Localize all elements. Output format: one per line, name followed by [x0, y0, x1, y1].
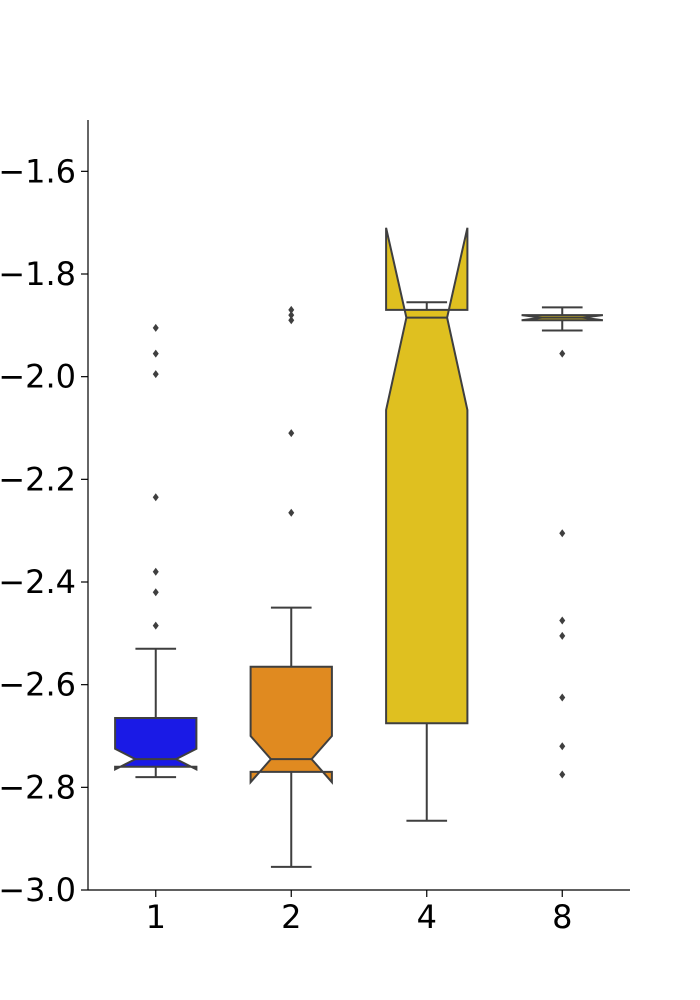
- y-tick-label: −2.4: [0, 563, 76, 601]
- y-tick-label: −1.8: [0, 255, 76, 293]
- outlier-point: [559, 693, 566, 702]
- outlier-point: [288, 305, 295, 314]
- outlier-point: [152, 588, 159, 597]
- y-tick-label: −3.0: [0, 871, 76, 909]
- outlier-point: [152, 370, 159, 379]
- x-tick-label: 4: [417, 898, 437, 936]
- box-body: [249, 665, 333, 785]
- outlier-point: [152, 323, 159, 332]
- y-tick-label: −1.6: [0, 152, 76, 190]
- outlier-point: [559, 616, 566, 625]
- outlier-point: [559, 349, 566, 358]
- outlier-point: [288, 508, 295, 517]
- outlier-point: [152, 621, 159, 630]
- outlier-point: [288, 316, 295, 325]
- outlier-point: [152, 349, 159, 358]
- box-body: [114, 717, 198, 772]
- y-tick-label: −2.2: [0, 460, 76, 498]
- x-tick-label: 2: [281, 898, 301, 936]
- outlier-point: [559, 631, 566, 640]
- outlier-point: [152, 567, 159, 576]
- y-tick-label: −2.0: [0, 358, 76, 396]
- box-group-2: [249, 305, 333, 868]
- x-tick-label: 1: [146, 898, 166, 936]
- box-group-4: [385, 227, 469, 822]
- outlier-point: [288, 429, 295, 438]
- outlier-point: [288, 311, 295, 320]
- outlier-point: [559, 742, 566, 751]
- y-tick-label: −2.6: [0, 666, 76, 704]
- outlier-point: [559, 770, 566, 779]
- y-ticks: −3.0 −2.8 −2.6 −2.4 −2.2 −2.0 −1.8 −1.6: [0, 152, 88, 909]
- x-tick-label: 8: [552, 898, 572, 936]
- box-group-8: [521, 306, 604, 779]
- box-body: [385, 227, 469, 725]
- outlier-point: [152, 493, 159, 502]
- outlier-point: [559, 529, 566, 538]
- box-group-1: [114, 323, 198, 779]
- boxes: [114, 227, 604, 868]
- y-tick-label: −2.8: [0, 768, 76, 806]
- x-ticks: 1 2 4 8: [146, 890, 572, 936]
